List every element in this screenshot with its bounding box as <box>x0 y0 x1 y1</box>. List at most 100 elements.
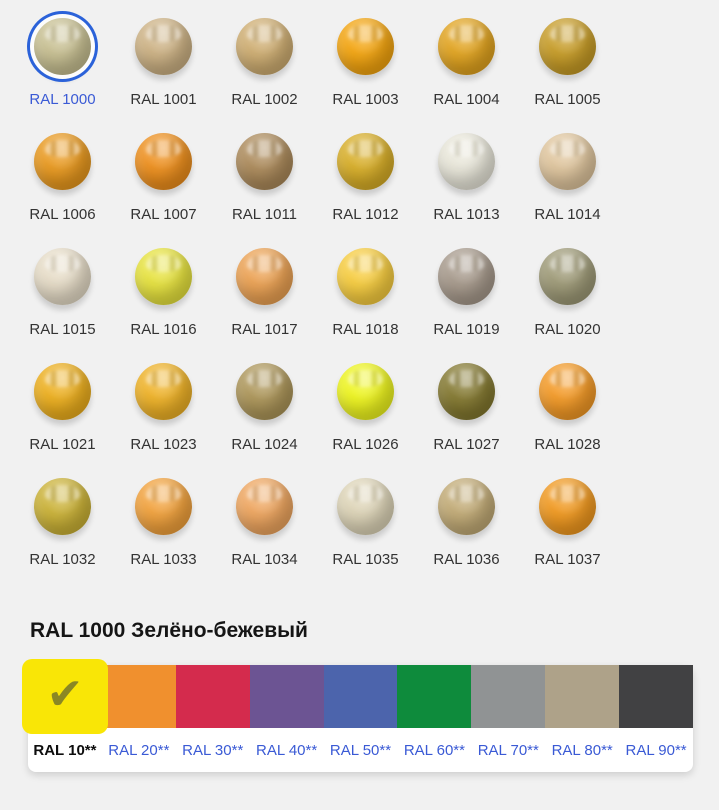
color-code-label[interactable]: RAL 1015 <box>29 321 96 338</box>
ral-grid-item[interactable]: RAL 1005 <box>517 14 618 129</box>
color-code-label[interactable]: RAL 1004 <box>433 91 500 108</box>
color-sphere[interactable] <box>34 18 91 75</box>
color-sphere[interactable] <box>135 363 192 420</box>
color-code-label[interactable]: RAL 1034 <box>231 551 298 568</box>
color-code-label[interactable]: RAL 1005 <box>534 91 601 108</box>
color-sphere[interactable] <box>438 478 495 535</box>
group-color-swatch[interactable] <box>471 665 546 728</box>
ral-grid-item[interactable]: RAL 1019 <box>416 244 517 359</box>
tab-ral-group[interactable]: RAL 70** <box>477 741 539 759</box>
color-sphere[interactable] <box>539 18 596 75</box>
color-code-label[interactable]: RAL 1011 <box>231 206 298 223</box>
color-sphere[interactable] <box>236 18 293 75</box>
color-code-label[interactable]: RAL 1036 <box>433 551 500 568</box>
color-code-label[interactable]: RAL 1000 <box>29 91 96 108</box>
group-color-swatch[interactable] <box>101 665 176 728</box>
color-sphere[interactable] <box>236 363 293 420</box>
color-code-label[interactable]: RAL 1024 <box>231 436 298 453</box>
color-sphere[interactable] <box>438 133 495 190</box>
ral-grid-item[interactable]: RAL 1027 <box>416 359 517 474</box>
ral-grid-item[interactable]: RAL 1000 <box>12 14 113 129</box>
ral-grid-item[interactable]: RAL 1002 <box>214 14 315 129</box>
ral-grid-item[interactable]: RAL 1006 <box>12 129 113 244</box>
color-code-label[interactable]: RAL 1037 <box>534 551 601 568</box>
color-sphere[interactable] <box>236 248 293 305</box>
ral-grid-item[interactable]: RAL 1017 <box>214 244 315 359</box>
color-code-label[interactable]: RAL 1028 <box>534 436 601 453</box>
color-sphere[interactable] <box>438 18 495 75</box>
color-sphere[interactable] <box>337 18 394 75</box>
color-sphere[interactable] <box>135 478 192 535</box>
ral-grid-item[interactable]: RAL 1007 <box>113 129 214 244</box>
ral-grid-item[interactable]: RAL 1037 <box>517 474 618 589</box>
color-sphere[interactable] <box>236 478 293 535</box>
color-code-label[interactable]: RAL 1019 <box>433 321 500 338</box>
ral-grid-item[interactable]: RAL 1011 <box>214 129 315 244</box>
ral-grid-item[interactable]: RAL 1034 <box>214 474 315 589</box>
color-sphere[interactable] <box>539 478 596 535</box>
group-color-swatch[interactable] <box>249 665 324 728</box>
tab-ral-group[interactable]: RAL 60** <box>403 741 465 759</box>
color-code-label[interactable]: RAL 1012 <box>332 206 399 223</box>
ral-grid-item[interactable]: RAL 1026 <box>315 359 416 474</box>
tab-ral-group[interactable]: RAL 10** <box>33 741 97 759</box>
ral-grid-item[interactable]: RAL 1012 <box>315 129 416 244</box>
ral-grid-item[interactable]: RAL 1033 <box>113 474 214 589</box>
ral-grid-item[interactable]: RAL 1015 <box>12 244 113 359</box>
tab-ral-group[interactable]: RAL 90** <box>625 741 687 759</box>
ral-grid-item[interactable]: RAL 1004 <box>416 14 517 129</box>
color-sphere[interactable] <box>34 133 91 190</box>
group-color-swatch[interactable] <box>619 665 694 728</box>
color-sphere[interactable] <box>438 363 495 420</box>
color-code-label[interactable]: RAL 1020 <box>534 321 601 338</box>
color-sphere[interactable] <box>236 133 293 190</box>
color-code-label[interactable]: RAL 1017 <box>231 321 298 338</box>
color-sphere[interactable] <box>34 248 91 305</box>
ral-grid-item[interactable]: RAL 1016 <box>113 244 214 359</box>
ral-grid-item[interactable]: RAL 1018 <box>315 244 416 359</box>
color-code-label[interactable]: RAL 1007 <box>130 206 197 223</box>
color-sphere[interactable] <box>337 363 394 420</box>
ral-grid-item[interactable]: RAL 1024 <box>214 359 315 474</box>
color-sphere[interactable] <box>337 133 394 190</box>
tab-ral-group[interactable]: RAL 30** <box>182 741 244 759</box>
color-sphere[interactable] <box>337 478 394 535</box>
color-code-label[interactable]: RAL 1032 <box>29 551 96 568</box>
color-code-label[interactable]: RAL 1013 <box>433 206 500 223</box>
group-color-swatch[interactable] <box>323 665 398 728</box>
ral-grid-item[interactable]: RAL 1001 <box>113 14 214 129</box>
color-code-label[interactable]: RAL 1018 <box>332 321 399 338</box>
tab-ral-group[interactable]: RAL 80** <box>551 741 613 759</box>
color-code-label[interactable]: RAL 1026 <box>332 436 399 453</box>
tab-ral-group[interactable]: RAL 50** <box>329 741 392 759</box>
group-color-swatch[interactable] <box>545 665 620 728</box>
ral-grid-item[interactable]: RAL 1003 <box>315 14 416 129</box>
ral-grid-item[interactable]: RAL 1023 <box>113 359 214 474</box>
color-code-label[interactable]: RAL 1002 <box>231 91 298 108</box>
ral-grid-item[interactable]: RAL 1021 <box>12 359 113 474</box>
color-sphere[interactable] <box>539 363 596 420</box>
color-code-label[interactable]: RAL 1001 <box>130 91 197 108</box>
color-code-label[interactable]: RAL 1021 <box>29 436 96 453</box>
color-sphere[interactable] <box>34 363 91 420</box>
color-code-label[interactable]: RAL 1016 <box>130 321 197 338</box>
tab-ral-group[interactable]: RAL 20** <box>108 741 170 759</box>
color-sphere[interactable] <box>438 248 495 305</box>
ral-grid-item[interactable]: RAL 1014 <box>517 129 618 244</box>
color-code-label[interactable]: RAL 1023 <box>130 436 197 453</box>
ral-grid-item[interactable]: RAL 1028 <box>517 359 618 474</box>
selected-group-swatch[interactable]: ✔ <box>22 659 108 734</box>
group-color-swatch[interactable] <box>397 665 472 728</box>
color-sphere[interactable] <box>539 133 596 190</box>
group-color-swatch[interactable] <box>175 665 250 728</box>
ral-grid-item[interactable]: RAL 1013 <box>416 129 517 244</box>
ral-grid-item[interactable]: RAL 1036 <box>416 474 517 589</box>
color-sphere[interactable] <box>539 248 596 305</box>
color-sphere[interactable] <box>34 478 91 535</box>
color-sphere[interactable] <box>337 248 394 305</box>
color-code-label[interactable]: RAL 1003 <box>332 91 399 108</box>
ral-grid-item[interactable]: RAL 1020 <box>517 244 618 359</box>
tab-ral-group[interactable]: RAL 40** <box>256 741 318 759</box>
ral-grid-item[interactable]: RAL 1032 <box>12 474 113 589</box>
color-sphere[interactable] <box>135 18 192 75</box>
